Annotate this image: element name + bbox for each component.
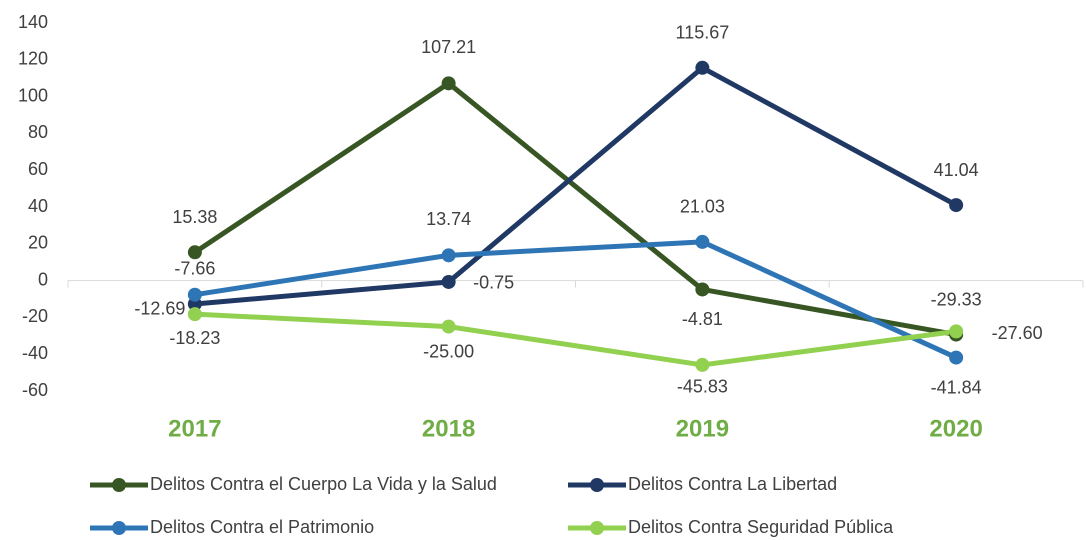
y-tick-label: -60 xyxy=(22,380,48,400)
point xyxy=(441,274,456,289)
legend-marker xyxy=(590,521,604,535)
data-label: -18.23 xyxy=(169,328,220,348)
x-tick-label: 2019 xyxy=(676,415,729,442)
data-label: -25.00 xyxy=(423,341,474,361)
data-label: -29.33 xyxy=(931,289,982,309)
point xyxy=(949,350,964,365)
point xyxy=(949,324,964,339)
data-label: -27.60 xyxy=(992,323,1043,343)
legend-label: Delitos Contra el Patrimonio xyxy=(150,517,374,537)
data-label: -12.69 xyxy=(134,299,185,319)
data-label: 21.03 xyxy=(680,197,725,217)
data-label: -41.84 xyxy=(931,377,982,397)
point xyxy=(187,287,202,302)
y-tick-label: 100 xyxy=(18,85,48,105)
series-line xyxy=(194,239,958,360)
y-tick-label: -20 xyxy=(22,306,48,326)
point xyxy=(695,60,710,75)
legend-marker xyxy=(590,478,604,492)
data-label: 15.38 xyxy=(172,207,217,227)
data-label: -4.81 xyxy=(682,309,723,329)
x-tick-label: 2020 xyxy=(929,415,982,442)
series-line xyxy=(194,65,958,307)
legend-label: Delitos Contra Seguridad Pública xyxy=(628,517,894,537)
point xyxy=(441,319,456,334)
point xyxy=(441,248,456,263)
point xyxy=(695,357,710,372)
point xyxy=(187,307,202,322)
y-tick-label: 60 xyxy=(28,159,48,179)
legend-label: Delitos Contra el Cuerpo La Vida y la Sa… xyxy=(150,474,497,494)
data-label: -0.75 xyxy=(473,273,514,293)
data-label: 41.04 xyxy=(934,160,979,180)
data-label: 13.74 xyxy=(426,209,471,229)
legend-marker xyxy=(112,521,126,535)
point xyxy=(949,198,964,213)
point xyxy=(695,282,710,297)
y-tick-label: -40 xyxy=(22,343,48,363)
point xyxy=(187,245,202,260)
point xyxy=(441,76,456,91)
legend-label: Delitos Contra La Libertad xyxy=(628,474,837,494)
data-label: -45.83 xyxy=(677,377,728,397)
y-tick-label: 0 xyxy=(38,269,48,289)
data-label: -7.66 xyxy=(174,258,215,278)
y-tick-label: 140 xyxy=(18,12,48,32)
series-line xyxy=(194,311,957,368)
y-tick-label: 20 xyxy=(28,233,48,253)
y-tick-label: 120 xyxy=(18,49,48,69)
series-line xyxy=(193,80,957,338)
point xyxy=(695,234,710,249)
x-tick-label: 2017 xyxy=(168,415,221,442)
data-label: 107.21 xyxy=(421,37,476,57)
x-tick-label: 2018 xyxy=(422,415,475,442)
legend-marker xyxy=(112,478,126,492)
y-tick-label: 40 xyxy=(28,196,48,216)
data-label: 115.67 xyxy=(676,23,730,43)
y-tick-label: 80 xyxy=(28,122,48,142)
